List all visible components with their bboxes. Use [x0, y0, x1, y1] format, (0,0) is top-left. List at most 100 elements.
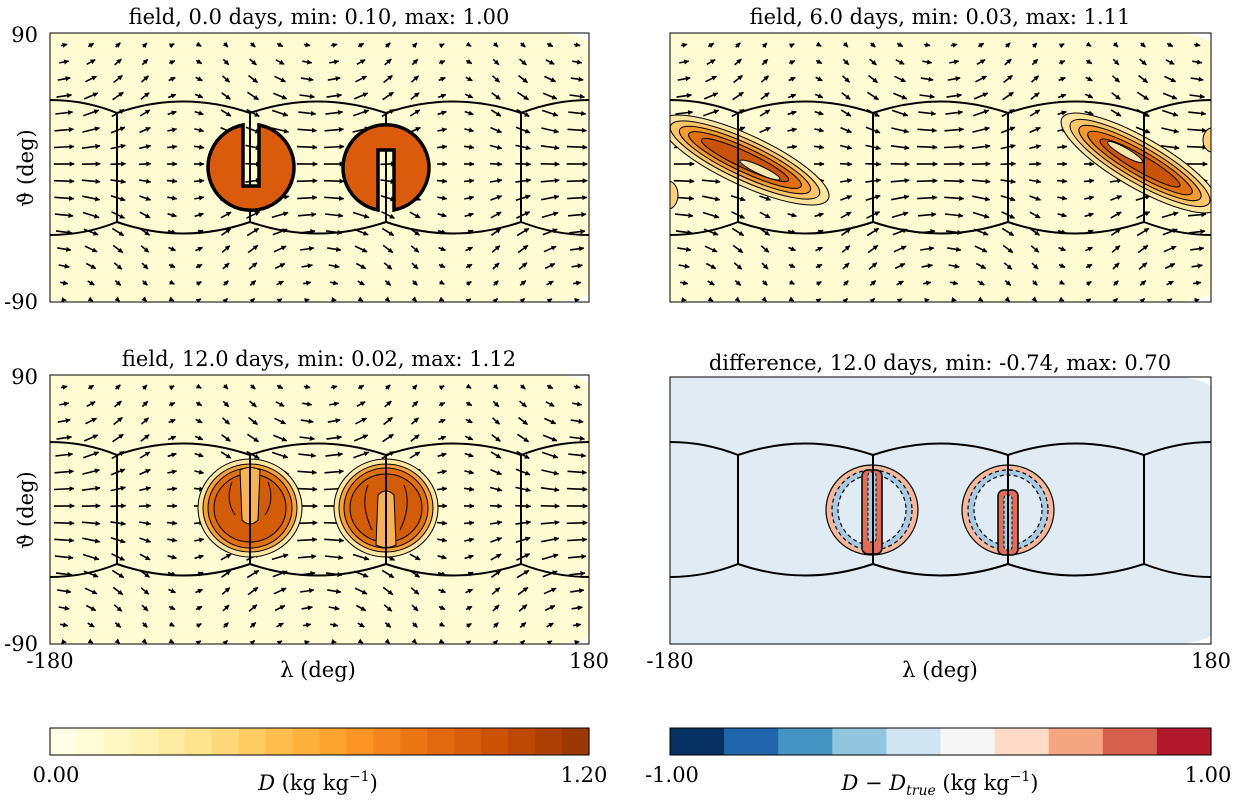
wind-arrow [1085, 76, 1093, 82]
wind-arrow [975, 262, 987, 270]
wind-arrow [515, 144, 532, 151]
wind-arrow [787, 144, 798, 150]
wind-arrow [276, 384, 284, 390]
wind-arrow [761, 42, 768, 49]
wind-arrow [464, 178, 475, 184]
wind-arrow [384, 296, 391, 302]
wind-arrow [141, 296, 148, 302]
wind-arrow [139, 195, 152, 201]
wind-arrow [355, 262, 367, 270]
wind-arrow [304, 639, 310, 644]
wind-arrow [323, 144, 345, 150]
colorbar-swatch [994, 728, 1050, 755]
wind-arrow [56, 93, 73, 99]
wind-arrow [439, 279, 445, 285]
wind-arrow [491, 245, 501, 253]
wind-arrow [1193, 280, 1202, 286]
wind-arrow [896, 42, 904, 48]
wind-arrow [274, 417, 286, 425]
wind-arrow [139, 451, 151, 459]
wind-arrow [493, 280, 499, 286]
wind-arrow [86, 58, 96, 66]
wind-arrow [53, 520, 75, 526]
wind-arrow [571, 605, 583, 611]
wind-arrow [489, 520, 503, 526]
wind-arrow [1187, 127, 1208, 133]
wind-arrow [168, 401, 176, 407]
wind-arrow [491, 434, 501, 442]
wind-arrow [1193, 42, 1201, 48]
wind-arrow [271, 127, 290, 134]
wind-arrow [893, 245, 907, 253]
wind-arrow [515, 161, 532, 167]
wind-arrow [972, 126, 990, 133]
wind-arrow [82, 195, 101, 202]
wind-arrow [839, 178, 853, 184]
wind-arrow [492, 297, 499, 302]
wind-arrow [1165, 59, 1175, 65]
wind-arrow [973, 109, 990, 117]
wind-arrow [385, 42, 391, 48]
wind-arrow [1139, 279, 1147, 287]
wind-arrow [275, 401, 285, 407]
field-background [50, 375, 589, 644]
wind-arrow [141, 400, 149, 408]
wind-arrow [438, 263, 446, 269]
wind-arrow [1057, 195, 1068, 201]
wind-arrow [84, 587, 98, 595]
wind-arrow [437, 452, 447, 458]
wind-arrow [114, 280, 122, 286]
wind-arrow [324, 127, 345, 133]
wind-arrow [1001, 227, 1015, 237]
wind-arrow [814, 212, 824, 218]
wind-arrow [542, 92, 558, 100]
wind-arrow [490, 109, 502, 117]
wind-arrow [61, 297, 67, 302]
wind-arrow [353, 109, 370, 117]
wind-arrow [490, 570, 502, 578]
wind-arrow [194, 452, 204, 458]
wind-arrow [54, 212, 74, 218]
wind-arrow [139, 537, 152, 543]
wind-arrow [573, 280, 582, 286]
wind-arrow [540, 178, 560, 184]
y-axis-label: ϑ (deg) [14, 129, 38, 206]
wind-arrow [867, 244, 879, 254]
wind-arrow [788, 59, 796, 65]
wind-arrow [788, 296, 795, 302]
difference-background [670, 377, 1211, 644]
colorbar-max-label: 1.20 [561, 763, 608, 787]
wind-arrow [1057, 110, 1067, 116]
wind-arrow [168, 246, 176, 252]
wind-arrow [1058, 76, 1066, 82]
wind-arrow [674, 212, 694, 218]
wind-arrow [491, 417, 501, 425]
wind-arrow [303, 384, 311, 390]
wind-arrow [465, 59, 473, 65]
wind-arrow [331, 639, 337, 644]
wind-arrow [276, 640, 283, 644]
wind-arrow [546, 384, 554, 390]
wind-arrow [464, 554, 474, 560]
wind-arrow [54, 469, 75, 475]
wind-arrow [489, 178, 503, 184]
wind-arrow [515, 486, 532, 493]
wind-arrow [706, 58, 716, 66]
wind-arrow [248, 74, 258, 84]
wind-arrow [541, 553, 559, 561]
wind-arrow [540, 145, 560, 151]
wind-arrow [977, 42, 985, 48]
wind-arrow [141, 638, 148, 644]
wind-arrow [167, 435, 177, 441]
wind-arrow [1166, 280, 1174, 286]
wind-arrow [141, 58, 149, 66]
wind-arrow [1057, 93, 1067, 99]
wind-arrow [194, 554, 204, 560]
wind-arrow [324, 212, 344, 219]
wind-arrow [516, 553, 531, 561]
wind-arrow [518, 416, 528, 426]
wind-arrow [569, 435, 586, 441]
wind-arrow [276, 298, 283, 302]
wind-arrow [437, 127, 448, 133]
wind-arrow [276, 42, 284, 48]
